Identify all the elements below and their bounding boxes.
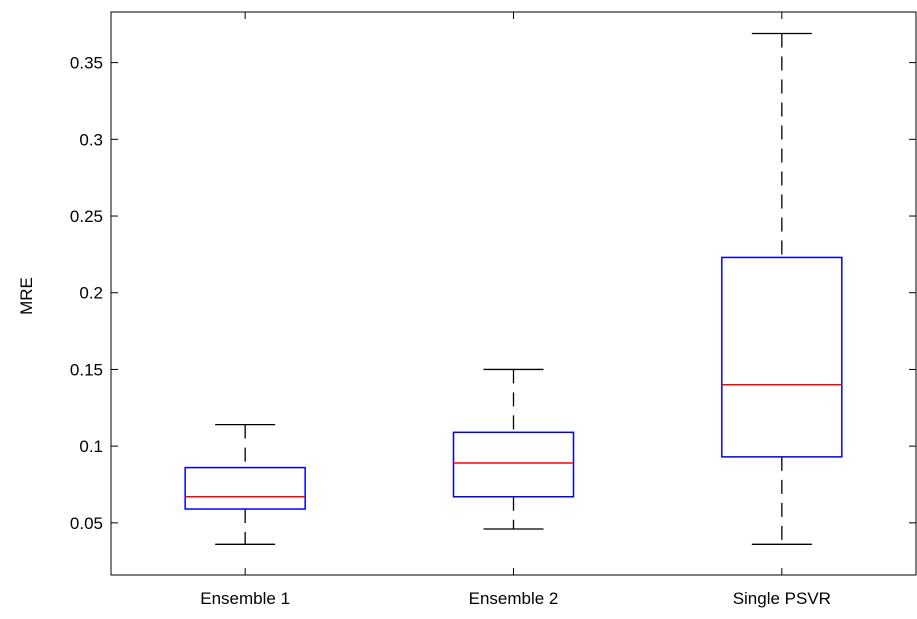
x-tick-label: Ensemble 2 (469, 589, 559, 608)
axis-ticks (111, 12, 916, 575)
box-group (184, 32, 843, 545)
y-tick-label: 0.2 (79, 284, 103, 303)
box-3 (721, 32, 843, 545)
plot-area (110, 11, 917, 576)
x-tick-label: Single PSVR (733, 589, 831, 608)
y-tick-label: 0.15 (70, 360, 103, 379)
tick-labels: 0.05 0.1 0.15 0.2 0.25 0.3 0.35 Ensemble 1 Ensem… (70, 54, 831, 608)
y-tick-label: 0.1 (79, 437, 103, 456)
y-tick-label: 0.35 (70, 54, 103, 73)
x-tick-label: Ensemble 1 (200, 589, 290, 608)
box-2 (452, 368, 575, 530)
iqr-box (452, 431, 575, 498)
y-axis-label: MRE (17, 277, 36, 315)
y-tick-label: 0.3 (79, 130, 103, 149)
iqr-box (184, 466, 306, 510)
y-tick-label: 0.25 (70, 207, 103, 226)
iqr-box (721, 256, 843, 458)
y-tick-label: 0.05 (70, 514, 103, 533)
box-1 (184, 424, 306, 545)
